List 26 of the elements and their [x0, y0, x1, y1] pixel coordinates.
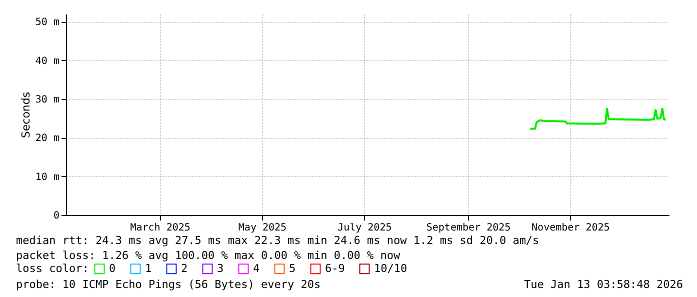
legend-label: 5 [289, 262, 296, 275]
text: packet loss: 1.26 % avg 100.00 % max 0.00 % min 0.00 % now [16, 249, 400, 262]
y-tick-label: 30 m [35, 94, 60, 106]
line-series [528, 108, 667, 130]
legend-label: 6-9 [325, 262, 345, 275]
y-tick-label: 10 m [35, 172, 60, 183]
x-tick-label: March 2025 [130, 222, 190, 234]
legend-label: 10/10 [374, 262, 408, 275]
y-tick-label: 50 m [35, 17, 60, 28]
legend-label: 0 [109, 262, 116, 275]
text: median rtt: 24.3 ms avg 27.5 ms max 22.3 ms min 24.6 ms now 1.2 ms sd 20.0 am/s [16, 234, 540, 247]
x-tick-label: May 2025 [238, 222, 287, 234]
x-tick-label: July 2025 [338, 222, 392, 234]
x-tick-label: September 2025 [426, 222, 511, 234]
text: probe: 10 ICMP Echo Pings (56 Bytes) every 20s [16, 278, 321, 291]
legend-label: 2 [181, 262, 188, 275]
legend-label: 4 [253, 262, 260, 275]
legend-label: 3 [217, 262, 224, 275]
y-tick-label: 40 m [35, 56, 60, 67]
y-axis-title: Seconds [19, 92, 32, 138]
text: Tue Jan 13 03:58:48 2026 [524, 278, 683, 291]
legend-label: 1 [145, 262, 152, 275]
y-tick-label: 20 m [35, 133, 60, 144]
x-tick-label: November 2025 [532, 222, 610, 234]
legend-title: loss color: [16, 262, 89, 275]
y-tick-label: 0 [53, 210, 60, 222]
